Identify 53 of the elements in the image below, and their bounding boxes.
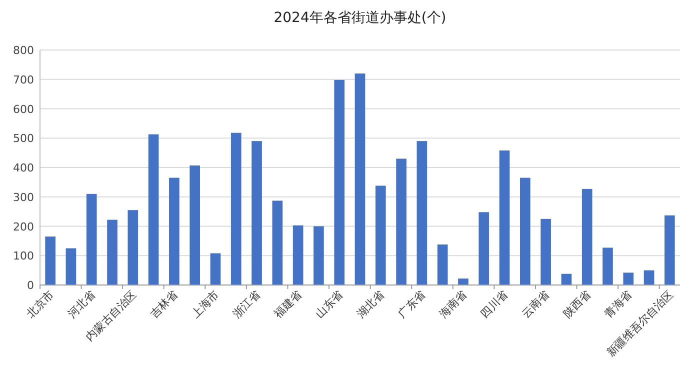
- x-tick-label: 浙江省: [230, 288, 263, 320]
- bar: [230, 132, 242, 285]
- y-tick-label: 700: [13, 73, 34, 86]
- bar: [272, 200, 283, 285]
- y-tick-label: 200: [13, 220, 34, 234]
- bar: [210, 253, 221, 285]
- y-tick-label: 300: [13, 190, 34, 204]
- y-tick-label: 800: [13, 44, 34, 57]
- bar: [375, 186, 386, 285]
- bar: [644, 270, 654, 285]
- y-tick-label: 500: [13, 132, 34, 146]
- x-tick-label: 河北省: [65, 288, 98, 320]
- bar: [396, 158, 406, 285]
- bar: [437, 244, 448, 285]
- x-tick-label: 山东省: [312, 288, 346, 320]
- bar: [128, 210, 138, 285]
- x-tick-label: 陕西省: [560, 288, 594, 320]
- bar: [520, 178, 530, 285]
- x-tick-label: 吉林省: [148, 288, 180, 320]
- bar: [190, 165, 200, 285]
- bar: [169, 178, 180, 285]
- x-tick-label: 青海省: [602, 288, 635, 320]
- bar: [148, 134, 159, 285]
- y-tick-label: 600: [13, 102, 34, 116]
- x-tick-label: 广东省: [396, 288, 428, 320]
- bar: [499, 150, 510, 285]
- bar: [664, 215, 675, 285]
- bar: [45, 236, 56, 285]
- bar: [458, 278, 468, 285]
- bar: [252, 141, 262, 285]
- bar: [416, 141, 428, 285]
- x-tick-label: 上海市: [189, 288, 222, 320]
- x-tick-label: 四川省: [478, 288, 511, 320]
- bar: [334, 80, 345, 285]
- bar: [354, 74, 366, 285]
- x-tick-label: 湖北省: [354, 288, 387, 320]
- bar: [314, 226, 324, 285]
- y-tick-label: 100: [13, 250, 34, 263]
- bar: [582, 188, 592, 285]
- bar: [540, 218, 551, 285]
- bar: [478, 212, 490, 285]
- bar: [602, 248, 613, 285]
- x-tick-label: 海南省: [436, 288, 470, 320]
- x-tick-label: 福建省: [272, 288, 304, 320]
- bar: [107, 220, 118, 285]
- x-tick-label: 云南省: [519, 288, 552, 320]
- chart-title: 2024年各省街道办事处(个): [274, 10, 446, 26]
- bar: [86, 194, 97, 285]
- bar: [623, 272, 634, 285]
- bar: [292, 225, 304, 285]
- y-tick-label: 400: [13, 162, 34, 174]
- bar: [66, 248, 76, 285]
- bar: [561, 274, 572, 285]
